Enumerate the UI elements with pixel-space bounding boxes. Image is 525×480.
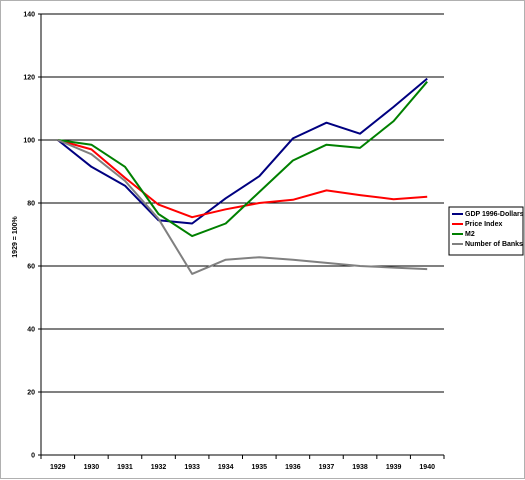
legend-entry: Number of Banks bbox=[465, 241, 523, 248]
legend-entry: Price Index bbox=[465, 221, 502, 228]
x-tick-label: 1934 bbox=[218, 464, 234, 471]
series-line bbox=[57, 77, 428, 225]
x-tick-label: 1940 bbox=[419, 464, 435, 471]
series-line bbox=[57, 81, 428, 238]
gridlines bbox=[41, 13, 444, 393]
x-tick-label: 1938 bbox=[352, 464, 368, 471]
x-tick-label: 1935 bbox=[252, 464, 268, 471]
y-tick-label: 80 bbox=[27, 201, 35, 208]
x-tick-label: 1939 bbox=[386, 464, 402, 471]
x-tick-label: 1936 bbox=[285, 464, 301, 471]
x-tick-labels: 1929 1930 1931 1932 1933 1934 1935 1936 1937 1938… bbox=[50, 464, 435, 471]
x-tick-label: 1930 bbox=[84, 464, 100, 471]
x-tick-label: 1932 bbox=[151, 464, 167, 471]
axes bbox=[38, 13, 445, 459]
y-tick-label: 140 bbox=[23, 12, 35, 19]
series-lines bbox=[57, 77, 428, 275]
legend-entry: M2 bbox=[465, 231, 475, 238]
y-tick-label: 60 bbox=[27, 264, 35, 271]
y-axis-title: 1929 = 100% bbox=[12, 215, 19, 257]
y-tick-label: 40 bbox=[27, 327, 35, 334]
y-tick-label: 20 bbox=[27, 390, 35, 397]
y-tick-label: 120 bbox=[23, 75, 35, 82]
x-tick-label: 1929 bbox=[50, 464, 66, 471]
y-tick-label: 0 bbox=[31, 453, 35, 460]
x-tick-label: 1933 bbox=[184, 464, 200, 471]
legend: GDP 1996-Dollars Price Index M2 Number of B… bbox=[448, 206, 524, 256]
legend-entry: GDP 1996-Dollars bbox=[465, 211, 524, 218]
x-tick-label: 1931 bbox=[117, 464, 133, 471]
series-line bbox=[57, 139, 428, 275]
y-tick-labels: 0 20 40 60 80 100 120 140 bbox=[23, 12, 35, 460]
y-tick-label: 100 bbox=[23, 138, 35, 145]
series-line bbox=[57, 139, 428, 219]
x-tick-label: 1937 bbox=[319, 464, 335, 471]
